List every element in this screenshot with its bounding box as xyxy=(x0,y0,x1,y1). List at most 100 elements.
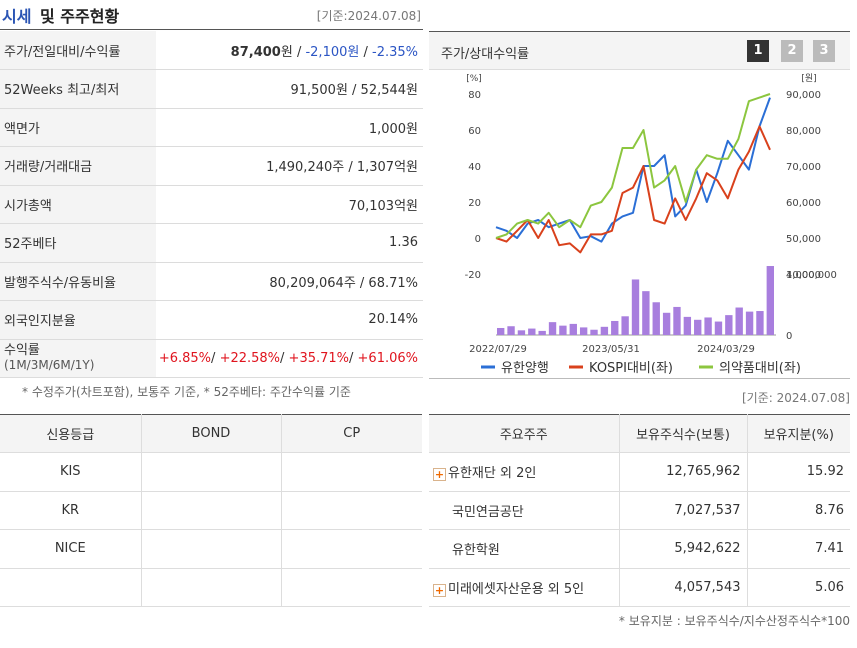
chart-title: 주가/상대수익률 xyxy=(441,47,530,62)
returns-title: 수익률 xyxy=(4,343,40,359)
beta-value: 1.36 xyxy=(156,223,423,263)
holder-row: 국민연금공단 7,027,537 8.76 xyxy=(429,491,850,530)
series-line xyxy=(495,97,771,243)
volume-bar xyxy=(662,312,671,335)
volume-tick-label: 1,000,000 xyxy=(786,270,837,281)
credit-agency: KR xyxy=(0,491,142,530)
volume-bar xyxy=(517,330,526,335)
shares-value: 80,209,064주 / 68.71% xyxy=(156,262,423,301)
volume-bar xyxy=(683,316,692,335)
par-label: 액면가 xyxy=(0,108,156,147)
y-left-tick-label: 80 xyxy=(468,90,481,101)
footnote-left: * 수정주가(차트포함), 보통주 기준, * 52주베타: 주간수익률 기준 xyxy=(22,385,351,399)
volume-bar xyxy=(579,327,588,335)
y-right-tick-label: 80,000 xyxy=(786,126,821,137)
legend-label: 의약품대비(좌) xyxy=(719,361,801,376)
par-value: 1,000원 xyxy=(156,108,423,147)
mktcap-label: 시가총액 xyxy=(0,185,156,224)
credit-row: KR xyxy=(0,491,422,530)
row-beta: 52주베타 1.36 xyxy=(0,223,423,263)
volume-bar xyxy=(704,317,712,335)
holder-row: 유한학원 5,942,622 7.41 xyxy=(429,529,850,569)
credit-bond xyxy=(141,491,282,530)
reference-date-2: [기준: 2024.07.08] xyxy=(741,391,850,405)
y-left-tick-label: 20 xyxy=(468,198,481,209)
week52-label: 52Weeks 최고/최저 xyxy=(0,69,156,109)
holder-shares: 7,027,537 xyxy=(619,491,748,530)
mktcap-value: 70,103억원 xyxy=(156,185,423,224)
y-left-tick-label: -20 xyxy=(465,270,481,281)
chart-panel: 주가/상대수익률 1 2 3 [%] [원] 80 60 40 20 0 -20 90,000 8… xyxy=(429,31,850,379)
credit-cp xyxy=(281,529,422,569)
shares-label: 발행주식수/유동비율 xyxy=(0,262,156,301)
foreign-value: 20.14% xyxy=(156,300,423,340)
x-tick-label: 2022/07/29 xyxy=(469,344,527,355)
y-left-tick-label: 60 xyxy=(468,126,481,137)
price-label: 주가/전일대비/수익률 xyxy=(0,31,156,70)
volume-bar xyxy=(507,326,515,335)
volume-bar xyxy=(621,316,629,335)
volume-bar xyxy=(528,328,536,335)
chart-page-2-button[interactable]: 2 xyxy=(781,40,803,62)
y-left-tick-label: 0 xyxy=(475,234,481,245)
returns-value: +6.85%/ +22.58%/ +35.71%/ +61.06% xyxy=(156,339,423,378)
section-header: 시세 및 주주현황 [기준:2024.07.08] xyxy=(0,0,423,30)
credit-cp xyxy=(281,491,422,530)
left-unit-label: [%] xyxy=(466,74,482,84)
y-left-tick-label: 40 xyxy=(468,162,481,173)
holder-shares: 5,942,622 xyxy=(619,529,748,569)
return-1y: +61.06% xyxy=(357,350,418,366)
holder-name-cell: 국민연금공단 xyxy=(429,491,620,530)
row-par: 액면가 1,000원 xyxy=(0,108,423,147)
y-right-tick-label: 70,000 xyxy=(786,162,821,173)
page-title: 및 주주현황 xyxy=(40,7,120,26)
return-3m: +22.58% xyxy=(219,350,281,366)
holder-shares: 4,057,543 xyxy=(619,568,748,607)
week52-value: 91,500원 / 52,544원 xyxy=(156,69,423,109)
volume-value: 1,490,240주 / 1,307억원 xyxy=(156,146,423,186)
volume-bar xyxy=(590,329,598,335)
volume-bar xyxy=(714,321,723,335)
holder-name: 유한재단 외 2인 xyxy=(448,466,537,482)
row-foreign: 외국인지분율 20.14% xyxy=(0,300,423,340)
holder-pct: 15.92 xyxy=(747,452,850,492)
footnote-right: * 보유지분 : 보유주식수/지수산정주식수*100 xyxy=(618,614,850,628)
credit-cp xyxy=(281,452,422,492)
legend-label: 유한양행 xyxy=(501,360,549,376)
volume-bar xyxy=(652,302,660,335)
chart-page-1-button[interactable]: 1 xyxy=(747,40,769,62)
row-mktcap: 시가총액 70,103억원 xyxy=(0,185,423,224)
volume-bar xyxy=(745,311,754,335)
holders-header: 보유주식수(보통) xyxy=(619,414,748,453)
legend-label: KOSPI대비(좌) xyxy=(589,361,673,376)
volume-label: 거래량/거래대금 xyxy=(0,146,156,186)
credit-bond xyxy=(141,452,282,492)
holders-header: 주요주주 xyxy=(429,414,620,453)
volume-bar xyxy=(631,279,640,335)
volume-bar xyxy=(548,322,557,335)
price-rate: -2.35% xyxy=(372,44,418,60)
price-unit: 원 xyxy=(280,44,293,60)
credit-bond xyxy=(141,568,282,607)
expand-plus-icon[interactable]: + xyxy=(433,468,446,482)
expand-plus-icon[interactable]: + xyxy=(433,583,446,597)
volume-bar xyxy=(611,320,619,335)
credit-header: BOND xyxy=(141,414,282,453)
volume-bar xyxy=(756,311,764,335)
volume-tick-label: 0 xyxy=(786,331,792,342)
x-tick-label: 2024/03/29 xyxy=(697,344,755,355)
beta-label: 52주베타 xyxy=(0,223,156,263)
credit-bond xyxy=(141,529,282,569)
volume-bar xyxy=(497,327,505,335)
volume-bar xyxy=(694,319,702,335)
chart-page-3-button[interactable]: 3 xyxy=(813,40,835,62)
volume-bar xyxy=(735,307,743,335)
current-price: 87,400 xyxy=(230,44,281,60)
foreign-label: 외국인지분율 xyxy=(0,300,156,340)
reference-date: [기준:2024.07.08] xyxy=(316,9,421,23)
row-volume: 거래량/거래대금 1,490,240주 / 1,307억원 xyxy=(0,146,423,186)
x-tick-label: 2023/05/31 xyxy=(582,344,640,355)
credit-header-row: 신용등급 BOND CP xyxy=(0,414,422,453)
returns-sublabel: (1M/3M/6M/1Y) xyxy=(4,358,95,373)
series-line xyxy=(495,125,771,254)
